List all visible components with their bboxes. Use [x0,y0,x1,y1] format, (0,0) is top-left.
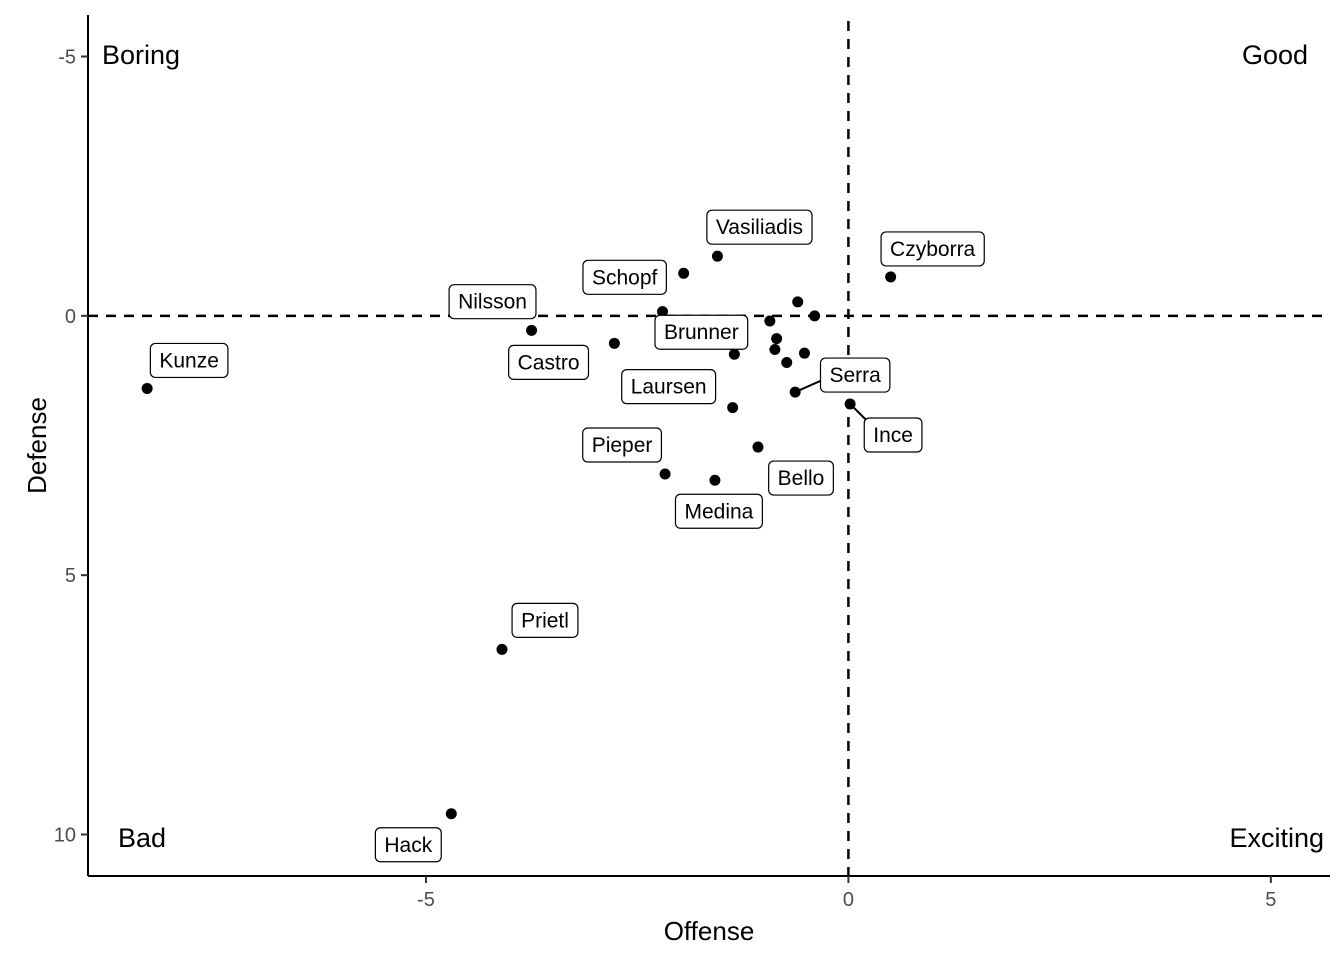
point-label-box [582,259,667,295]
point-label: Vasiliadis [706,209,813,245]
point-label: Czyborra [880,231,985,267]
y-ticks: -5 0 5 10 [54,46,88,847]
point-label-text: Bello [778,467,825,490]
x-tick-label: 0 [843,889,854,911]
data-point [809,310,821,322]
point-label-text: Schopf [592,266,658,289]
point-label-text: Medina [684,500,753,523]
data-point [608,337,620,349]
point-label-box [706,209,813,245]
point-label: Ince [863,417,923,453]
point-label-box [508,344,590,380]
point-label-box [448,284,537,320]
data-point [781,357,793,369]
point-label-text: Prietl [521,609,569,632]
data-point [711,250,723,262]
point-label: Brunner [654,314,749,350]
x-ticks: -5 0 5 [417,876,1276,911]
point-label: Bello [768,460,834,496]
point-label: Prietl [511,602,579,638]
data-point [657,306,669,318]
reference-lines [88,21,1330,876]
point-label-box [621,369,717,405]
data-point [844,398,856,410]
quadrant-label-top-left: Boring [102,40,180,70]
data-points [141,250,897,820]
data-point [678,267,690,279]
point-label-box [880,231,985,267]
point-label-text: Czyborra [890,238,976,261]
quadrant-label-bottom-left: Bad [118,823,166,853]
y-tick-label: 10 [54,825,76,847]
data-point [764,315,776,327]
point-label-text: Kunze [159,349,219,372]
data-point [789,386,801,398]
y-tick-label: 5 [65,565,76,587]
point-label-text: Hack [384,834,432,857]
point-label-box [863,417,923,453]
point-label: Laursen [621,369,717,405]
x-tick-label: -5 [417,889,435,911]
axes [87,15,1330,877]
data-point [798,347,810,359]
data-point [792,296,804,308]
point-label-text: Brunner [664,321,739,344]
point-label-text: Nilsson [458,291,527,314]
data-point [445,808,457,820]
point-label-text: Laursen [631,376,707,399]
quadrant-labels: Boring Good Bad Exciting [102,40,1324,853]
point-label-text: Castro [518,351,580,374]
data-point [771,333,783,345]
point-label-text: Pieper [592,434,653,457]
point-label: Medina [674,493,763,529]
y-axis-title: Defense [22,397,52,494]
point-label-box [149,342,229,379]
x-axis-title: Offense [664,916,755,946]
point-label: Serra [819,357,891,393]
point-label-box [654,314,749,350]
data-point [769,344,781,356]
data-point [885,271,897,283]
quadrant-label-top-right: Good [1242,40,1308,70]
data-point [709,474,721,486]
data-point [728,348,740,360]
point-label-box [511,602,579,638]
data-point [752,441,764,453]
point-label: Nilsson [448,284,537,320]
y-tick-label: -5 [58,46,76,68]
data-point [141,382,153,394]
y-tick-label: 0 [65,306,76,328]
quadrant-label-bottom-right: Exciting [1229,823,1324,853]
point-label-text: Ince [873,424,913,447]
point-label-box [768,460,834,496]
point-label: Pieper [582,427,663,463]
point-label-box [674,493,763,529]
point-label: Schopf [582,259,667,295]
x-tick-label: 5 [1265,889,1276,911]
point-label-text: Serra [829,364,881,387]
data-point [496,643,508,655]
point-label-text: Vasiliadis [716,216,803,239]
point-label: Hack [374,827,442,863]
point-label: Kunze [149,342,229,379]
data-point [526,324,538,336]
point-label-box [582,427,663,463]
point-label-box [819,357,891,393]
point-label: Castro [508,344,590,380]
data-point [727,402,739,414]
data-point [659,468,671,480]
point-label-box [374,827,442,863]
point-labels: Vasiliadis Czyborra Schopf Nilsson Castro Bru… [149,209,985,863]
